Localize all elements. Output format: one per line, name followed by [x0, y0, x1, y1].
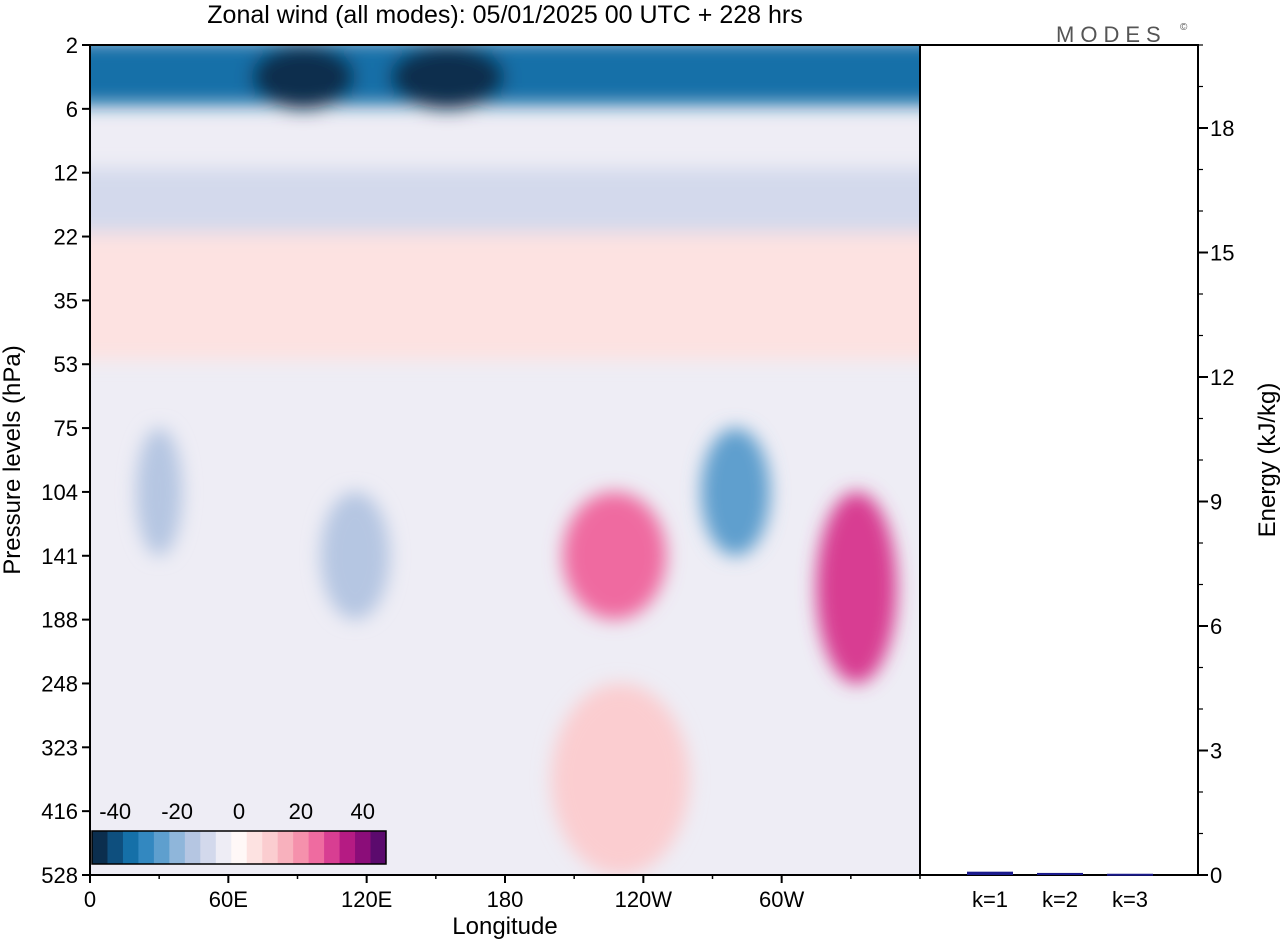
colorbar-swatch	[122, 831, 139, 864]
field-cell-8	[700, 428, 771, 556]
colorbar-swatch	[355, 831, 372, 864]
colorbar-swatch	[246, 831, 263, 864]
svg-text:©: ©	[1180, 22, 1188, 33]
colorbar-swatch	[324, 831, 341, 864]
colorbar-swatch	[153, 831, 170, 864]
field-cell-2	[389, 45, 505, 109]
field-cell-7	[562, 491, 667, 620]
y-tick-label: 248	[41, 671, 78, 696]
field-features	[90, 45, 920, 875]
field-band-4	[90, 232, 920, 361]
colorbar-swatch	[370, 831, 387, 864]
colorbar-swatch	[262, 831, 279, 864]
y-tick-label: 141	[41, 544, 78, 569]
x-tick-label: 0	[84, 887, 96, 912]
y-tick-label: 188	[41, 608, 78, 633]
energy-tick-label: 12	[1210, 365, 1234, 390]
svg-text:MODES: MODES	[1056, 22, 1167, 47]
field-cell-9	[816, 491, 897, 684]
y-tick-label: 12	[54, 161, 78, 186]
y-tick-label: 22	[54, 225, 78, 250]
modes-logo: MODES ©	[1056, 22, 1188, 47]
colorbar-swatch	[169, 831, 186, 864]
colorbar-swatch	[107, 831, 124, 864]
energy-bar-k=2	[1037, 872, 1083, 875]
colorbar-swatch	[200, 831, 217, 864]
colorbar-swatch	[339, 831, 356, 864]
colorbar-swatch	[277, 831, 294, 864]
colorbar-swatches	[91, 830, 387, 865]
energy-tick-label: 9	[1210, 490, 1222, 515]
colorbar-tick-label: 40	[351, 799, 375, 824]
colorbar-swatch	[215, 831, 232, 864]
energy-y-axis-title: Energy (kJ/kg)	[1254, 383, 1280, 538]
x-tick-label: 120W	[615, 887, 673, 912]
energy-y-ticks: 0 3 6 9 12 15 18	[1198, 44, 1234, 888]
colorbar-tick-label: -40	[99, 799, 131, 824]
colorbar-tick-label: -20	[161, 799, 193, 824]
field-cell-5	[136, 428, 183, 556]
energy-x-ticks: k=1 k=2 k=3	[972, 887, 1148, 912]
heatmap-y-ticks: 2 6 12 22 35 53 75 104 141 188 248 323 416 528	[41, 33, 90, 888]
y-tick-label: 528	[41, 863, 78, 888]
field-band-0	[90, 45, 920, 105]
heatmap-plot: 0 60E 120E 180 120W 60W 2 6 12 22 35 53 75 104 141 188…	[41, 33, 921, 912]
energy-x-label: k=1	[972, 887, 1008, 912]
energy-bar-plot: 0 3 6 9 12 15 18 k=1 k=2 k=3	[919, 44, 1234, 912]
colorbar-swatch	[184, 831, 201, 864]
field-cell-10	[551, 683, 690, 875]
energy-x-label: k=3	[1112, 887, 1148, 912]
energy-tick-label: 0	[1210, 863, 1222, 888]
colorbar: -40 -20 0 20 40	[91, 799, 387, 865]
heatmap-y-axis-title: Pressure levels (hPa)	[0, 345, 26, 574]
y-tick-label: 2	[66, 33, 78, 58]
energy-tick-label: 6	[1210, 614, 1222, 639]
colorbar-swatch	[138, 831, 155, 864]
y-tick-label: 6	[66, 97, 78, 122]
energy-bars	[967, 871, 1153, 876]
colorbar-tick-label: 0	[233, 799, 245, 824]
heatmap-field	[90, 45, 920, 875]
energy-x-label: k=2	[1042, 887, 1078, 912]
colorbar-tick-label: 20	[289, 799, 313, 824]
heatmap-x-axis-title: Longitude	[452, 913, 557, 940]
y-tick-label: 75	[54, 416, 78, 441]
x-tick-label: 180	[487, 887, 524, 912]
x-tick-label: 60W	[759, 887, 804, 912]
chart-title: Zonal wind (all modes): 05/01/2025 00 UT…	[207, 1, 802, 29]
colorbar-swatch	[308, 831, 325, 864]
heatmap-x-ticks: 0 60E 120E 180 120W 60W	[84, 875, 921, 912]
y-tick-label: 35	[54, 288, 78, 313]
y-tick-label: 416	[41, 799, 78, 824]
energy-tick-label: 15	[1210, 241, 1234, 266]
energy-bar-k=3	[1107, 873, 1153, 876]
colorbar-swatch	[293, 831, 310, 864]
x-tick-label: 60E	[209, 887, 248, 912]
colorbar-swatch	[92, 831, 108, 864]
energy-frame	[919, 44, 1199, 876]
energy-tick-label: 18	[1210, 116, 1234, 141]
colorbar-labels: -40 -20 0 20 40	[99, 799, 375, 824]
y-tick-label: 323	[41, 735, 78, 760]
field-cell-6	[320, 491, 390, 620]
field-cell-1	[251, 45, 356, 109]
colorbar-frame	[91, 830, 387, 865]
energy-bar-k=1	[967, 871, 1013, 875]
field-band-3	[90, 168, 920, 233]
y-tick-label: 53	[54, 352, 78, 377]
x-tick-label: 120E	[341, 887, 392, 912]
colorbar-swatch	[231, 831, 248, 864]
y-tick-label: 104	[41, 480, 78, 505]
energy-tick-label: 3	[1210, 739, 1222, 764]
